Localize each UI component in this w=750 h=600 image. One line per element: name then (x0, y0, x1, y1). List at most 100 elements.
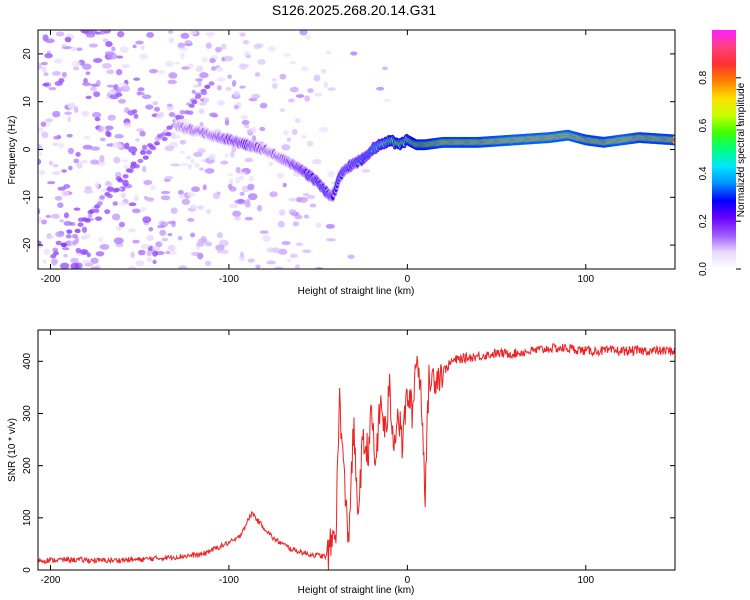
noise-blob (38, 127, 44, 133)
ghost-trace (187, 110, 194, 115)
noise-blob (211, 114, 219, 118)
noise-blob (347, 254, 355, 259)
noise-blob (52, 110, 61, 118)
noise-blob (43, 72, 49, 77)
ghost-trace (142, 155, 149, 160)
noise-blob (276, 172, 285, 179)
noise-blob (204, 168, 215, 174)
noise-blob (197, 205, 204, 210)
noise-blob (135, 40, 144, 45)
noise-blob (245, 199, 251, 204)
noise-blob (294, 214, 303, 220)
ghost-trace (208, 81, 215, 86)
noise-blob (186, 191, 196, 198)
ghost-trace (88, 209, 95, 214)
noise-blob (288, 197, 297, 202)
noise-blob (281, 241, 291, 246)
snr-ylabel: SNR (10 * v/v) (7, 418, 18, 482)
noise-blob (53, 135, 60, 140)
noise-blob (63, 221, 72, 226)
noise-blob (326, 238, 336, 242)
noise-blob (106, 69, 115, 75)
noise-blob (201, 56, 208, 63)
noise-blob (130, 251, 135, 259)
noise-blob (251, 93, 261, 99)
noise-blob (67, 116, 72, 123)
noise-blob (350, 51, 358, 56)
noise-blob (99, 137, 106, 142)
noise-blob (164, 60, 174, 68)
noise-blob (259, 102, 268, 109)
noise-blob (70, 257, 79, 264)
noise-blob (325, 50, 332, 55)
noise-blob (268, 161, 273, 166)
noise-blob (294, 118, 301, 124)
noise-blob (223, 55, 234, 62)
noise-blob (52, 171, 61, 175)
noise-blob (132, 208, 141, 214)
noise-blob (383, 99, 391, 103)
noise-blob (113, 156, 121, 164)
noise-blob (83, 77, 88, 84)
noise-blob (141, 144, 148, 150)
noise-blob (118, 82, 128, 87)
noise-blob (178, 194, 186, 199)
noise-blob (81, 110, 90, 117)
noise-blob (307, 88, 314, 93)
noise-blob (106, 84, 115, 88)
noise-blob (190, 158, 195, 164)
noise-blob (128, 228, 136, 233)
noise-blob (167, 244, 176, 252)
x-tick-label: 0 (405, 575, 411, 586)
noise-blob (271, 78, 278, 82)
noise-blob (192, 84, 199, 89)
y-tick-label: 0 (22, 567, 33, 573)
noise-blob (180, 32, 190, 39)
noise-blob (60, 262, 70, 269)
noise-blob (220, 160, 229, 165)
noise-blob (152, 250, 158, 257)
noise-blob (247, 183, 255, 191)
noise-blob (50, 258, 59, 265)
noise-blob (241, 119, 250, 126)
noise-blob (44, 53, 53, 59)
noise-blob (283, 53, 291, 57)
noise-blob (262, 234, 271, 242)
noise-blob (224, 153, 230, 158)
noise-blob (306, 194, 316, 200)
noise-blob (73, 66, 80, 71)
noise-blob (199, 167, 204, 171)
noise-blob (45, 235, 55, 239)
noise-blob (233, 104, 239, 110)
noise-blob (38, 216, 42, 224)
noise-blob (160, 195, 171, 201)
noise-blob (137, 87, 145, 92)
noise-blob (215, 46, 222, 53)
noise-blob (59, 219, 64, 223)
noise-blob (63, 212, 70, 219)
noise-blob (155, 241, 162, 248)
noise-blob (139, 130, 146, 137)
noise-blob (205, 241, 213, 247)
noise-blob (190, 204, 197, 210)
ghost-trace (160, 132, 167, 137)
noise-blob (225, 86, 232, 91)
ghost-trace (188, 103, 195, 108)
noise-blob (111, 46, 116, 52)
ghost-trace (77, 222, 84, 227)
noise-blob (115, 55, 124, 59)
noise-blob (38, 245, 43, 249)
noise-blob (95, 251, 105, 257)
ghost-trace (153, 141, 160, 146)
noise-blob (191, 186, 200, 193)
noise-blob (235, 176, 241, 184)
noise-blob (120, 46, 129, 53)
noise-blob (198, 102, 207, 106)
noise-blob (239, 32, 246, 37)
noise-blob (76, 47, 83, 51)
noise-blob (164, 145, 174, 152)
noise-blob (244, 201, 251, 208)
noise-blob (104, 209, 111, 215)
noise-blob (83, 233, 91, 240)
noise-blob (277, 221, 285, 228)
